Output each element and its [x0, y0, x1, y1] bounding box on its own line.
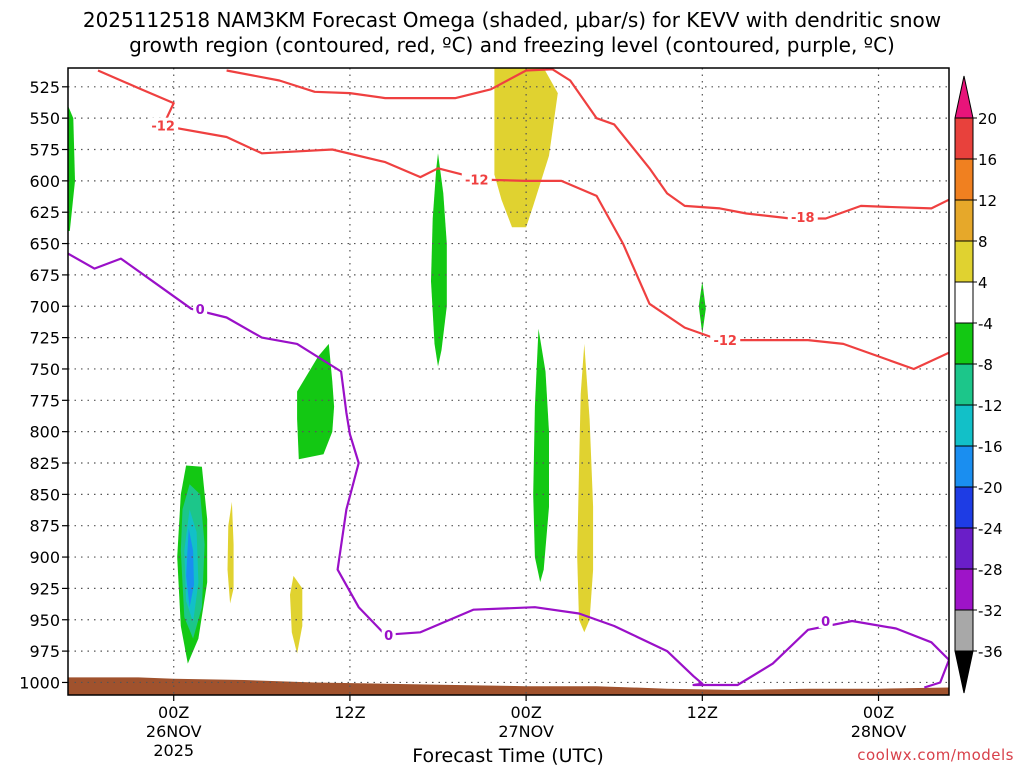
colorbar-label-8: -12 [978, 397, 1003, 415]
dgz-contour-2 [226, 68, 949, 220]
omega-shading-layer [68, 68, 706, 664]
colorbar-bin-10 [954, 486, 974, 529]
chart-title-line1: 2025112518 NAM3KM Forecast Omega (shaded… [82, 8, 942, 32]
y-tick-label-650: 650 [29, 235, 60, 254]
colorbar-label-10: -20 [978, 479, 1003, 497]
colorbar-bin-7 [954, 363, 974, 406]
x-tick-label-2-2: 27NOV [498, 722, 554, 741]
y-tick-label-525: 525 [29, 78, 60, 97]
x-tick-label-2-1: 00Z [510, 703, 541, 722]
colorbar-bin-13 [954, 609, 974, 652]
colorbar-bin-8 [954, 404, 974, 447]
y-tick-label-550: 550 [29, 109, 60, 128]
colorbar-bin-5 [954, 281, 974, 324]
y-tick-label-750: 750 [29, 360, 60, 379]
y-axis: 525 550 575 600 625 650 675 700 725 750 775 800 825 8… [19, 78, 68, 692]
dgz-contour-label-1c: -12 [713, 334, 737, 349]
colorbar-label-4: 8 [978, 233, 988, 251]
omega-region-4 [698, 281, 706, 334]
terrain-layer [68, 677, 949, 695]
y-tick-label-900: 900 [29, 548, 60, 567]
omega-region-12 [290, 575, 303, 654]
y-tick-label-700: 700 [29, 297, 60, 316]
y-tick-label-600: 600 [29, 172, 60, 191]
dgz-contour-label-1-bg [148, 117, 179, 133]
y-tick-label-625: 625 [29, 203, 60, 222]
y-tick-label-875: 875 [29, 517, 60, 536]
colorbar: 20 16 12 8 4 -4 -8 -12 -16 -20 -24 -28 -32 -36 [954, 75, 1003, 694]
dgz-contour-label-1b: -12 [465, 174, 489, 189]
colorbar-label-13: -32 [978, 602, 1003, 620]
colorbar-bin-2 [954, 158, 974, 201]
x-tick-label-4-2: 28NOV [851, 722, 907, 741]
omega-region-1 [68, 105, 75, 231]
colorbar-label-9: -16 [978, 438, 1003, 456]
x-axis-label: Forecast Time (UTC) [412, 745, 603, 767]
y-tick-label-950: 950 [29, 611, 60, 630]
dgz-contour-label-1: -12 [151, 120, 175, 135]
y-tick-label-800: 800 [29, 423, 60, 442]
colorbar-bin-1 [954, 117, 974, 160]
y-tick-label-975: 975 [29, 642, 60, 661]
omega-region-11 [227, 501, 234, 604]
y-tick-label-1000: 1000 [19, 673, 60, 692]
y-tick-label-825: 825 [29, 454, 60, 473]
colorbar-bin-6 [954, 322, 974, 365]
x-tick-label-0-1: 00Z [158, 703, 189, 722]
colorbar-label-2: 16 [978, 151, 997, 169]
x-tick-label-0-3: 2025 [153, 741, 194, 760]
freezing-level-label-2-bg [381, 626, 396, 642]
dgz-contour-1 [97, 69, 949, 371]
colorbar-label-6: -4 [978, 315, 993, 333]
colorbar-over-triangle [954, 75, 974, 119]
x-tick-label-0-2: 26NOV [146, 722, 202, 741]
x-tick-label-3-1: 12Z [687, 703, 718, 722]
freezing-level-label-3: 0 [821, 615, 830, 630]
contour-layer: -12 -18 -12 -12 0 0 0 [68, 68, 949, 689]
colorbar-label-12: -28 [978, 561, 1003, 579]
colorbar-label-7: -8 [978, 356, 993, 374]
plot-area: -12 -18 -12 -12 0 0 0 [68, 68, 949, 695]
terrain-surface [68, 677, 949, 695]
dgz-contour-label-2-bg [787, 209, 818, 225]
colorbar-label-5: 4 [978, 274, 988, 292]
colorbar-label-1: 20 [978, 110, 997, 128]
dgz-contour-label-2: -18 [791, 211, 815, 226]
colorbar-label-3: 12 [978, 192, 997, 210]
colorbar-bin-3 [954, 199, 974, 242]
chart-title-line2: growth region (contoured, red, ºC) and f… [129, 33, 895, 57]
colorbar-label-11: -24 [978, 520, 1003, 538]
colorbar-under-triangle [954, 650, 974, 694]
y-tick-label-850: 850 [29, 485, 60, 504]
grid-layer [68, 68, 949, 695]
y-tick-label-675: 675 [29, 266, 60, 285]
x-tick-label-4-1: 00Z [863, 703, 894, 722]
y-tick-label-925: 925 [29, 579, 60, 598]
colorbar-bin-12 [954, 568, 974, 611]
colorbar-bin-11 [954, 527, 974, 570]
omega-region-9 [186, 528, 194, 608]
colorbar-label-14: -36 [978, 643, 1003, 661]
freezing-level-label-1-bg [193, 300, 208, 316]
dgz-contour-label-1b-bg [461, 171, 492, 187]
y-tick-label-725: 725 [29, 329, 60, 348]
freezing-level-label-2: 0 [384, 629, 393, 644]
colorbar-bin-9 [954, 445, 974, 488]
omega-region-13 [577, 343, 594, 633]
x-tick-label-1-1: 12Z [334, 703, 365, 722]
credit-text: coolwx.com/models [857, 746, 1014, 764]
colorbar-bin-4 [954, 240, 974, 283]
omega-region-3 [297, 343, 335, 460]
y-tick-label-575: 575 [29, 141, 60, 160]
omega-region-2 [431, 153, 447, 367]
dgz-contour-label-1c-bg [710, 332, 741, 348]
y-tick-label-775: 775 [29, 391, 60, 410]
omega-region-5 [533, 328, 549, 583]
plot-frame [67, 67, 950, 696]
freezing-level-label-3-bg [818, 613, 833, 629]
freezing-level-label-1: 0 [196, 303, 205, 318]
omega-region-10 [494, 68, 558, 228]
